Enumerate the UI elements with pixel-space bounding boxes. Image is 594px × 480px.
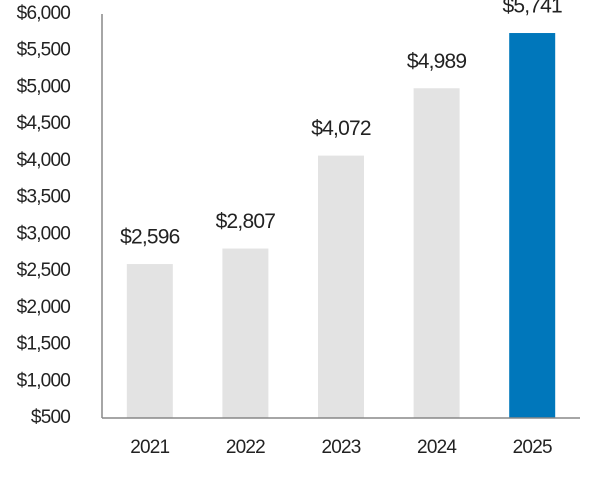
y-tick-label: $2,000: [17, 297, 71, 318]
y-tick-label: $4,500: [17, 113, 71, 134]
bar: [222, 248, 269, 418]
y-tick-label: $3,500: [17, 187, 71, 208]
y-tick-label: $6,000: [17, 3, 71, 24]
value-label: $5,741: [502, 0, 562, 18]
y-tick-label: $2,500: [17, 260, 71, 281]
x-tick-label: 2025: [513, 437, 552, 458]
y-tick-label: $1,000: [17, 370, 71, 391]
bar: [318, 155, 364, 418]
value-label: $2,807: [216, 210, 276, 233]
value-label: $4,989: [407, 50, 467, 73]
bar: [413, 88, 460, 418]
y-tick-label: $3,000: [17, 223, 71, 244]
y-tick-label: $4,000: [17, 150, 71, 171]
y-tick-label: $5,500: [17, 40, 71, 61]
y-tick-label: $1,500: [17, 334, 71, 355]
y-tick-label: $5,000: [17, 76, 71, 97]
x-tick-label: 2024: [417, 437, 457, 458]
y-tick-label: $500: [31, 407, 70, 428]
bar: [126, 264, 173, 418]
x-tick-label: 2021: [130, 437, 169, 458]
value-label: $4,072: [311, 117, 371, 140]
bar: [509, 33, 556, 419]
x-tick-label: 2022: [226, 437, 265, 458]
x-tick-label: 2023: [321, 437, 360, 458]
value-label: $2,596: [120, 226, 180, 249]
